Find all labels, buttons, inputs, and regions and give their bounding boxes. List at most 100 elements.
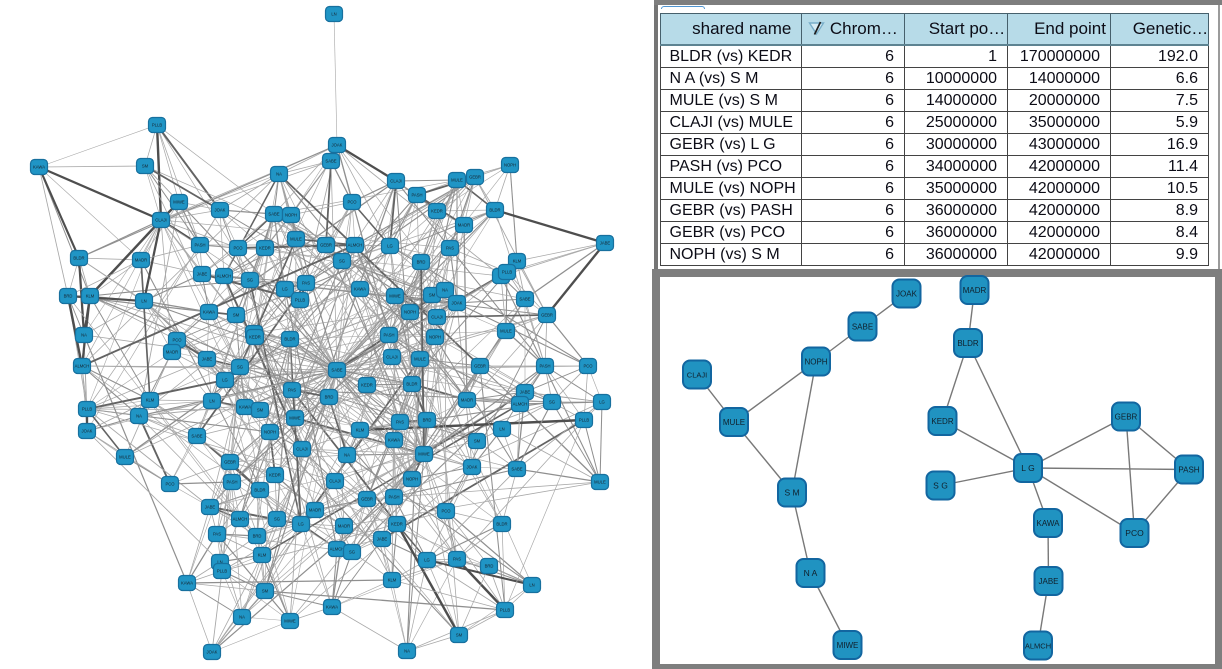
svg-text:PAS: PAS <box>288 388 296 393</box>
svg-text:NOPH: NOPH <box>406 477 418 482</box>
svg-text:MULE: MULE <box>723 418 745 427</box>
svg-text:GEBR: GEBR <box>469 175 481 180</box>
svg-text:SM: SM <box>456 633 463 638</box>
svg-text:LG: LG <box>298 522 304 527</box>
svg-text:PASH: PASH <box>1178 466 1199 475</box>
svg-text:SG: SG <box>247 278 253 283</box>
svg-text:L G: L G <box>1021 463 1034 473</box>
svg-text:SABE: SABE <box>511 467 522 472</box>
svg-text:PASH: PASH <box>383 333 394 338</box>
svg-text:CLAJI: CLAJI <box>687 371 707 380</box>
svg-text:LN: LN <box>209 399 214 404</box>
svg-text:MADR: MADR <box>458 223 470 228</box>
svg-text:LN: LN <box>141 299 146 304</box>
svg-text:CLAJI: CLAJI <box>296 447 307 452</box>
svg-text:BRD: BRD <box>64 294 73 299</box>
svg-text:LG: LG <box>424 558 430 563</box>
svg-text:LN: LN <box>499 427 504 432</box>
svg-text:NOPH: NOPH <box>429 335 441 340</box>
svg-text:SG: SG <box>349 550 355 555</box>
svg-text:MADR: MADR <box>135 258 147 263</box>
svg-text:KAWA: KAWA <box>181 581 193 586</box>
svg-text:BRD: BRD <box>325 395 334 400</box>
svg-text:NOPH: NOPH <box>404 310 416 315</box>
svg-text:GEBR: GEBR <box>320 243 332 248</box>
svg-text:GEBR: GEBR <box>474 364 486 369</box>
svg-text:KLM: KLM <box>86 294 95 299</box>
svg-text:SM: SM <box>429 293 436 298</box>
svg-text:KAWA: KAWA <box>1037 519 1061 528</box>
svg-text:MIWE: MIWE <box>389 294 401 299</box>
svg-text:BRD: BRD <box>417 260 426 265</box>
svg-text:SM: SM <box>257 408 264 413</box>
svg-text:JABE: JABE <box>202 357 213 362</box>
svg-text:SABE: SABE <box>519 297 530 302</box>
svg-text:GEBR: GEBR <box>1115 413 1138 422</box>
svg-text:SM: SM <box>262 589 269 594</box>
svg-text:SABE: SABE <box>191 434 202 439</box>
svg-text:PLLB: PLLB <box>82 407 92 412</box>
svg-text:MULE: MULE <box>451 178 463 183</box>
svg-text:N A: N A <box>804 568 818 578</box>
svg-text:KAWA: KAWA <box>33 165 45 170</box>
svg-text:PCO: PCO <box>441 509 451 514</box>
svg-text:PCO: PCO <box>1125 528 1144 538</box>
svg-text:PAS: PAS <box>453 557 461 562</box>
svg-text:SG: SG <box>339 259 345 264</box>
svg-text:CLAJI: CLAJI <box>386 355 397 360</box>
svg-text:BLDR: BLDR <box>957 339 979 348</box>
svg-text:PAS: PAS <box>396 420 404 425</box>
svg-text:ALMCH: ALMCH <box>233 517 248 522</box>
svg-text:NOPH: NOPH <box>285 213 297 218</box>
svg-text:BLDR: BLDR <box>489 208 500 213</box>
svg-text:SM: SM <box>474 439 481 444</box>
svg-text:LG: LG <box>599 400 605 405</box>
svg-text:NA: NA <box>344 453 350 458</box>
svg-text:PLLB: PLLB <box>579 418 589 423</box>
svg-text:SABE: SABE <box>331 368 342 373</box>
svg-text:KAWA: KAWA <box>354 287 366 292</box>
svg-text:NOPH: NOPH <box>264 430 276 435</box>
svg-text:LG: LG <box>222 378 228 383</box>
svg-text:LN: LN <box>529 583 534 588</box>
svg-text:MIWE: MIWE <box>173 200 185 205</box>
svg-text:PCO: PCO <box>233 246 243 251</box>
svg-text:JOAK: JOAK <box>896 290 918 299</box>
svg-text:NA: NA <box>442 288 448 293</box>
svg-text:KEDR: KEDR <box>259 246 271 251</box>
svg-text:BRD: BRD <box>485 564 494 569</box>
svg-text:MIWE: MIWE <box>289 416 301 421</box>
svg-text:MIWE: MIWE <box>284 619 296 624</box>
svg-text:PASH: PASH <box>194 243 205 248</box>
svg-text:MIWE: MIWE <box>837 641 859 650</box>
svg-text:KLM: KLM <box>356 428 365 433</box>
svg-text:BLDR: BLDR <box>284 337 295 342</box>
svg-text:SG: SG <box>549 400 555 405</box>
svg-text:BLDR: BLDR <box>496 522 507 527</box>
svg-text:BLDR: BLDR <box>406 382 417 387</box>
svg-text:NA: NA <box>404 649 410 654</box>
svg-text:BRD: BRD <box>253 534 262 539</box>
svg-text:MULE: MULE <box>414 357 426 362</box>
svg-text:KAWA: KAWA <box>239 405 251 410</box>
svg-text:SM: SM <box>142 164 149 169</box>
svg-text:SG: SG <box>237 365 243 370</box>
svg-text:ALMCH: ALMCH <box>75 364 90 369</box>
svg-text:SABE: SABE <box>268 212 279 217</box>
svg-text:MADR: MADR <box>963 286 987 295</box>
svg-text:LN: LN <box>331 12 336 17</box>
svg-text:JOAK: JOAK <box>467 465 478 470</box>
svg-text:BRD: BRD <box>423 418 432 423</box>
svg-text:CLAJI: CLAJI <box>431 315 442 320</box>
svg-text:GEBR: GEBR <box>361 497 373 502</box>
svg-text:PLLB: PLLB <box>217 569 227 574</box>
svg-text:SABE: SABE <box>325 159 336 164</box>
svg-text:S G: S G <box>933 481 948 491</box>
svg-text:ALMCH: ALMCH <box>348 243 363 248</box>
svg-text:KEDR: KEDR <box>391 522 403 527</box>
svg-text:KEDR: KEDR <box>431 209 443 214</box>
svg-text:PASH: PASH <box>226 480 237 485</box>
svg-text:NA: NA <box>276 172 282 177</box>
svg-text:LN: LN <box>217 560 222 565</box>
svg-text:MADR: MADR <box>166 350 178 355</box>
